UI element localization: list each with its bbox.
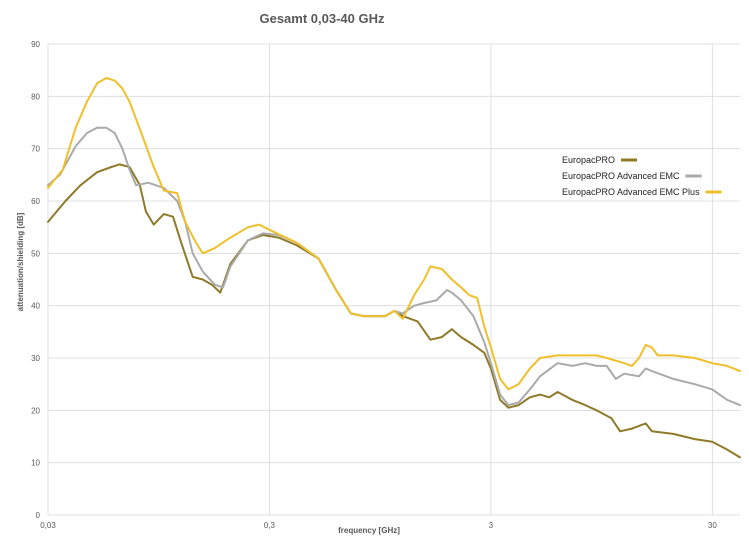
y-tick-label: 20: [31, 406, 40, 415]
series-line: [47, 126, 741, 407]
x-tick-label: 0,03: [40, 521, 56, 530]
legend-label: EuropacPRO Advanced EMC: [562, 171, 680, 181]
x-tick-label: 3: [489, 521, 494, 530]
y-tick-label: 60: [31, 197, 40, 206]
y-tick-label: 30: [31, 354, 40, 363]
y-tick-label: 40: [31, 302, 40, 311]
x-tick-label: 30: [708, 521, 717, 530]
tick-labels: 0 10 20 30 40 50 60 70 80 90 0,03 0,3 3 30: [31, 40, 717, 530]
y-tick-label: 50: [31, 249, 40, 258]
chart-title: Gesamt 0,03-40 GHz: [259, 11, 385, 26]
legend-label: EuropacPRO: [562, 155, 615, 165]
y-axis-label: attenuation/shielding [dB]: [16, 212, 25, 311]
y-tick-label: 80: [31, 92, 40, 101]
series-line: [47, 163, 741, 459]
gridlines: [47, 43, 740, 516]
y-tick-label: 10: [31, 459, 40, 468]
y-tick-label: 70: [31, 145, 40, 154]
y-tick-label: 90: [31, 40, 40, 49]
legend: EuropacPRO EuropacPRO Advanced EMC Europac…: [562, 155, 722, 197]
legend-label: EuropacPRO Advanced EMC Plus: [562, 187, 700, 197]
y-tick-label: 0: [36, 511, 41, 520]
series-line: [47, 77, 741, 391]
x-tick-label: 0,3: [264, 521, 276, 530]
x-axis-label: frequency [GHz]: [338, 526, 400, 535]
series-lines: [47, 77, 741, 459]
